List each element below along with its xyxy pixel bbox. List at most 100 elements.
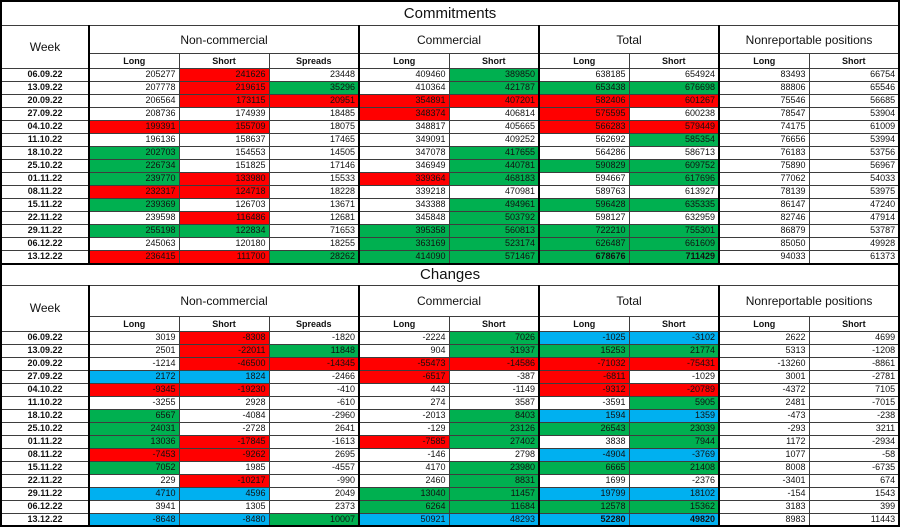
value-cell: 86879	[719, 225, 809, 238]
column-header-short: Short	[629, 316, 719, 331]
value-cell: 77062	[719, 173, 809, 186]
value-cell: -9345	[89, 383, 179, 396]
value-cell: 1699	[539, 474, 629, 487]
value-cell: 560813	[449, 225, 539, 238]
value-cell: 78547	[719, 108, 809, 121]
value-cell: 1985	[179, 461, 269, 474]
column-header-short: Short	[179, 316, 269, 331]
value-cell: -6811	[539, 370, 629, 383]
value-cell: 2460	[359, 474, 449, 487]
value-cell: -8480	[179, 513, 269, 526]
value-cell: 2373	[269, 500, 359, 513]
value-cell: 66754	[809, 69, 899, 82]
value-cell: 421787	[449, 82, 539, 95]
value-cell: 4596	[179, 487, 269, 500]
value-cell: 88806	[719, 82, 809, 95]
week-cell: 15.11.22	[1, 199, 89, 212]
group-header-total: Total	[539, 26, 719, 54]
value-cell: 158637	[179, 134, 269, 147]
week-cell: 15.11.22	[1, 461, 89, 474]
value-cell: 18102	[629, 487, 719, 500]
value-cell: 199391	[89, 121, 179, 134]
week-cell: 11.10.22	[1, 396, 89, 409]
value-cell: -7453	[89, 448, 179, 461]
value-cell: 1824	[179, 370, 269, 383]
value-cell: 23448	[269, 69, 359, 82]
value-cell: 674	[809, 474, 899, 487]
value-cell: 23039	[629, 422, 719, 435]
value-cell: 1077	[719, 448, 809, 461]
week-column-header: Week	[1, 26, 89, 69]
week-cell: 27.09.22	[1, 108, 89, 121]
value-cell: 18485	[269, 108, 359, 121]
column-header-short: Short	[809, 316, 899, 331]
week-cell: 18.10.22	[1, 409, 89, 422]
value-cell: 76656	[719, 134, 809, 147]
value-cell: 632959	[629, 212, 719, 225]
column-header-long: Long	[359, 316, 449, 331]
value-cell: 586713	[629, 147, 719, 160]
value-cell: 202703	[89, 147, 179, 160]
value-cell: 2481	[719, 396, 809, 409]
value-cell: 56967	[809, 160, 899, 173]
week-cell: 20.09.22	[1, 95, 89, 108]
value-cell: 15533	[269, 173, 359, 186]
value-cell: -1820	[269, 331, 359, 344]
value-cell: 31937	[449, 344, 539, 357]
value-cell: -2013	[359, 409, 449, 422]
value-cell: 53904	[809, 108, 899, 121]
value-cell: 61009	[809, 121, 899, 134]
value-cell: 53975	[809, 186, 899, 199]
value-cell: -2960	[269, 409, 359, 422]
value-cell: 589763	[539, 186, 629, 199]
value-cell: -2376	[629, 474, 719, 487]
value-cell: -473	[719, 409, 809, 422]
value-cell: -1029	[629, 370, 719, 383]
column-header-spreads: Spreads	[269, 316, 359, 331]
value-cell: 600238	[629, 108, 719, 121]
value-cell: 18075	[269, 121, 359, 134]
value-cell: 3941	[89, 500, 179, 513]
value-cell: 13036	[89, 435, 179, 448]
value-cell: 1305	[179, 500, 269, 513]
value-cell: 7105	[809, 383, 899, 396]
value-cell: -46500	[179, 357, 269, 370]
value-cell: -3591	[539, 396, 629, 409]
value-cell: 626487	[539, 238, 629, 251]
group-header-row: Week Non-commercial Commercial Total Non…	[1, 285, 899, 316]
commitments-section: Commitments Week Non-commercial Commerci…	[0, 0, 900, 265]
value-cell: 53994	[809, 134, 899, 147]
value-cell: 399	[809, 500, 899, 513]
value-cell: 12578	[539, 500, 629, 513]
value-cell: 71653	[269, 225, 359, 238]
column-header-long: Long	[539, 54, 629, 69]
value-cell: 74175	[719, 121, 809, 134]
column-header-long: Long	[719, 54, 809, 69]
commitments-title: Commitments	[1, 1, 899, 26]
week-cell: 01.11.22	[1, 173, 89, 186]
value-cell: 410364	[359, 82, 449, 95]
value-cell: 241626	[179, 69, 269, 82]
value-cell: 52280	[539, 513, 629, 526]
value-cell: 219615	[179, 82, 269, 95]
value-cell: -154	[719, 487, 809, 500]
value-cell: 339218	[359, 186, 449, 199]
week-cell: 13.09.22	[1, 82, 89, 95]
value-cell: 14505	[269, 147, 359, 160]
value-cell: 78139	[719, 186, 809, 199]
value-cell: 346949	[359, 160, 449, 173]
group-header-nonreportable-positions: Nonreportable positions	[719, 26, 899, 54]
value-cell: 65546	[809, 82, 899, 95]
value-cell: 239598	[89, 212, 179, 225]
